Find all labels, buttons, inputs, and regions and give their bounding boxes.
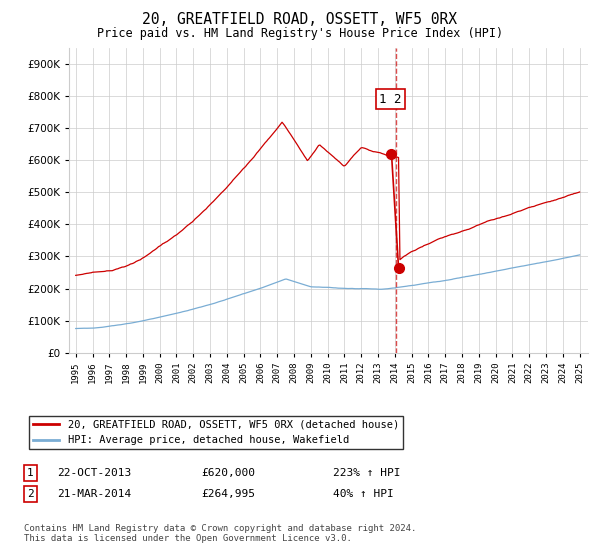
Text: 1 2: 1 2	[379, 92, 402, 105]
Text: £620,000: £620,000	[201, 468, 255, 478]
Text: 21-MAR-2014: 21-MAR-2014	[57, 489, 131, 499]
Text: 20, GREATFIELD ROAD, OSSETT, WF5 0RX: 20, GREATFIELD ROAD, OSSETT, WF5 0RX	[143, 12, 458, 27]
Text: Contains HM Land Registry data © Crown copyright and database right 2024.
This d: Contains HM Land Registry data © Crown c…	[24, 524, 416, 543]
Text: 40% ↑ HPI: 40% ↑ HPI	[333, 489, 394, 499]
Text: 1: 1	[27, 468, 34, 478]
Text: 2: 2	[27, 489, 34, 499]
Text: Price paid vs. HM Land Registry's House Price Index (HPI): Price paid vs. HM Land Registry's House …	[97, 27, 503, 40]
Text: 22-OCT-2013: 22-OCT-2013	[57, 468, 131, 478]
Text: 223% ↑ HPI: 223% ↑ HPI	[333, 468, 401, 478]
Text: £264,995: £264,995	[201, 489, 255, 499]
Legend: 20, GREATFIELD ROAD, OSSETT, WF5 0RX (detached house), HPI: Average price, detac: 20, GREATFIELD ROAD, OSSETT, WF5 0RX (de…	[29, 416, 403, 449]
